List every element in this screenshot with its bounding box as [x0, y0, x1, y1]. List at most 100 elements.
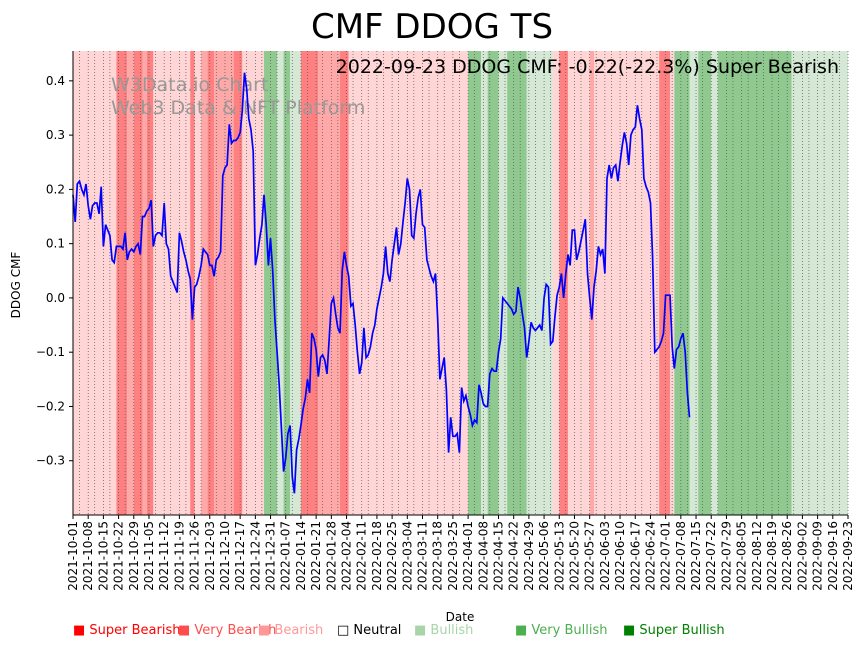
x-tick-label: 2022-07-08: [674, 521, 688, 591]
x-tick-label: 2022-06-17: [628, 521, 642, 591]
band-bullish: [711, 51, 718, 515]
x-tick-label: 2022-09-09: [811, 521, 825, 591]
y-ticks: −0.3 −0.2 −0.1 0.0 0.1 0.2 0.3 0.4: [36, 74, 73, 468]
x-tick-label: 2022-09-16: [826, 521, 840, 591]
x-tick-label: 2022-06-03: [598, 521, 612, 591]
band-bullish: [791, 51, 848, 515]
axes: [72, 51, 848, 516]
x-tick-label: 2022-08-12: [750, 521, 764, 591]
band-very-bullish: [283, 51, 291, 515]
x-tick-label: 2022-05-27: [583, 521, 597, 591]
legend: ■ Super Bearish■ Very Bearish■ Bearish □ …: [73, 623, 725, 638]
band-super-bearish: [340, 51, 349, 515]
band-very-bullish: [698, 51, 712, 515]
band-bullish: [689, 51, 699, 515]
x-tick-label: 2022-09-23: [841, 521, 855, 591]
x-tick-label: 2022-02-25: [385, 521, 399, 591]
latest-value-annotation: 2022-09-23 DDOG CMF: -0.22(-22.3%) Super…: [336, 56, 839, 78]
band-very-bullish: [507, 51, 527, 515]
watermark: W3Data.io Chart Web3 Data & NFT Platform: [111, 74, 365, 119]
x-tick-label: 2022-04-15: [491, 521, 505, 591]
x-tick-label: 2022-03-18: [431, 521, 445, 591]
legend-item: ■ Super Bullish: [623, 623, 725, 638]
legend-item: ■ Very Bearish: [178, 623, 276, 638]
x-tick-label: 2021-12-31: [264, 521, 278, 591]
x-tick-label: 2022-04-08: [476, 521, 490, 591]
band-very-bearish: [318, 51, 341, 515]
x-tick-label: 2022-04-22: [507, 521, 521, 591]
legend-item: ■ Bearish: [258, 623, 323, 638]
band-super-bearish: [116, 51, 128, 515]
y-tick-label: 0.1: [46, 237, 65, 251]
x-tick-label: 2021-11-05: [142, 521, 156, 591]
band-bullish: [498, 51, 508, 515]
x-tick-label: 2022-05-06: [537, 521, 551, 591]
x-tick-label: 2022-04-29: [522, 521, 536, 591]
band-super-bearish: [133, 51, 143, 515]
y-axis-label: DDOG CMF: [9, 252, 23, 319]
x-tick-label: 2022-03-04: [400, 521, 414, 591]
x-tick-label: 2021-12-03: [203, 521, 217, 591]
x-tick-label: 2022-06-10: [613, 521, 627, 591]
y-tick-label: −0.1: [36, 345, 65, 359]
band-bullish: [290, 51, 301, 515]
x-tick-label: 2021-11-19: [172, 521, 186, 591]
band-very-bullish: [717, 51, 792, 515]
band-bullish: [481, 51, 488, 515]
x-tick-label: 2021-12-24: [248, 521, 262, 591]
y-tick-label: 0.0: [46, 291, 65, 305]
x-tick-label: 2022-01-28: [324, 521, 338, 591]
band-super-bearish: [233, 51, 243, 515]
x-tick-label: 2021-12-10: [218, 521, 232, 591]
y-tick-label: 0.4: [46, 74, 65, 88]
x-tick-label: 2022-02-18: [370, 521, 384, 591]
x-tick-label: 2021-12-17: [233, 521, 247, 591]
band-super-bearish: [659, 51, 670, 515]
x-tick-label: 2022-03-11: [416, 521, 430, 591]
x-tick-label: 2022-02-04: [340, 521, 354, 591]
x-tick-label: 2022-08-26: [780, 521, 794, 591]
chart-title: CMF DDOG TS: [311, 7, 553, 47]
x-tick-label: 2022-01-07: [279, 521, 293, 591]
legend-item: ■ Super Bearish: [73, 623, 181, 638]
cmf-line: [72, 72, 691, 494]
band-very-bearish: [127, 51, 134, 515]
x-tick-label: 2021-10-08: [81, 521, 95, 591]
y-tick-label: −0.3: [36, 454, 65, 468]
x-tick-label: 2021-10-01: [66, 521, 80, 591]
band-super-bearish: [300, 51, 319, 515]
x-tick-label: 2022-08-19: [765, 521, 779, 591]
band-super-bearish: [190, 51, 195, 515]
band-very-bullish: [674, 51, 690, 515]
x-tick-label: 2022-01-14: [294, 521, 308, 591]
x-axis-label: Date: [446, 610, 475, 624]
x-tick-label: 2022-09-02: [795, 521, 809, 591]
x-tick-label: 2021-10-29: [127, 521, 141, 591]
x-ticks: 2021-10-01 2021-10-08 2021-10-15 2021-10-22…: [66, 515, 855, 591]
band-super-bearish: [207, 51, 215, 515]
band-bearish: [153, 51, 191, 515]
band-super-bearish: [146, 51, 154, 515]
y-tick-label: −0.2: [36, 399, 65, 413]
band-bearish: [567, 51, 590, 515]
legend-item: ■ Bullish: [414, 623, 473, 638]
x-tick-label: 2022-07-15: [689, 521, 703, 591]
x-tick-label: 2022-08-05: [735, 521, 749, 591]
band-very-bearish: [589, 51, 595, 515]
x-tick-label: 2021-10-15: [96, 521, 110, 591]
x-tick-label: 2022-05-13: [552, 521, 566, 591]
signal-bands: [73, 51, 848, 515]
band-super-bearish: [559, 51, 568, 515]
x-tick-label: 2021-10-22: [112, 521, 126, 591]
x-tick-label: 2022-07-29: [719, 521, 733, 591]
cmf-series: [72, 72, 691, 494]
x-tick-label: 2022-07-22: [704, 521, 718, 591]
x-tick-label: 2022-06-24: [643, 521, 657, 591]
band-bearish: [242, 51, 265, 515]
watermark-line-1: W3Data.io Chart: [111, 74, 268, 96]
y-tick-label: 0.2: [46, 182, 65, 196]
band-very-bearish: [201, 51, 208, 515]
x-tick-label: 2021-11-26: [188, 521, 202, 591]
band-bearish: [552, 51, 560, 515]
